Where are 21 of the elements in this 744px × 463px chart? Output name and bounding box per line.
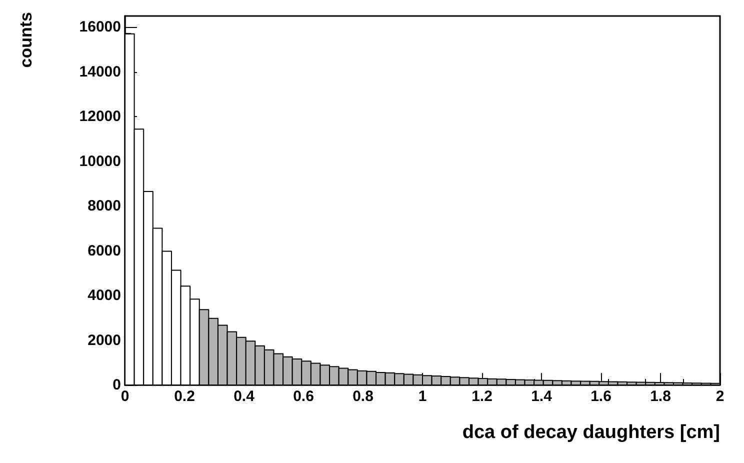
y-tick-label: 6000 — [88, 242, 121, 260]
x-tick-label: 0.6 — [293, 388, 314, 405]
x-tick-label: 0.2 — [174, 388, 195, 405]
y-tick-label: 12000 — [79, 108, 121, 126]
y-tick-label: 8000 — [88, 198, 121, 215]
x-tick-label: 1.8 — [650, 388, 671, 405]
x-axis-title: dca of decay daughters [cm] — [462, 422, 720, 443]
x-tick-label: 1.6 — [590, 388, 612, 405]
x-tick-label: 0.8 — [352, 388, 374, 405]
y-axis-title: counts — [16, 12, 36, 68]
x-tick-label: 0.4 — [234, 388, 256, 405]
y-tick-label: 2000 — [88, 332, 121, 349]
y-tick-label: 16000 — [79, 18, 121, 36]
x-tick-label: 2 — [716, 388, 724, 405]
x-tick-label: 1.2 — [472, 388, 492, 405]
y-tick-label: 10000 — [79, 152, 121, 170]
y-tick-label: 4000 — [88, 287, 121, 304]
y-tick-label: 0 — [112, 376, 121, 394]
x-tick-label: 1 — [418, 388, 427, 405]
y-tick-label: 14000 — [79, 63, 121, 80]
x-tick-label: 1.4 — [531, 388, 553, 405]
